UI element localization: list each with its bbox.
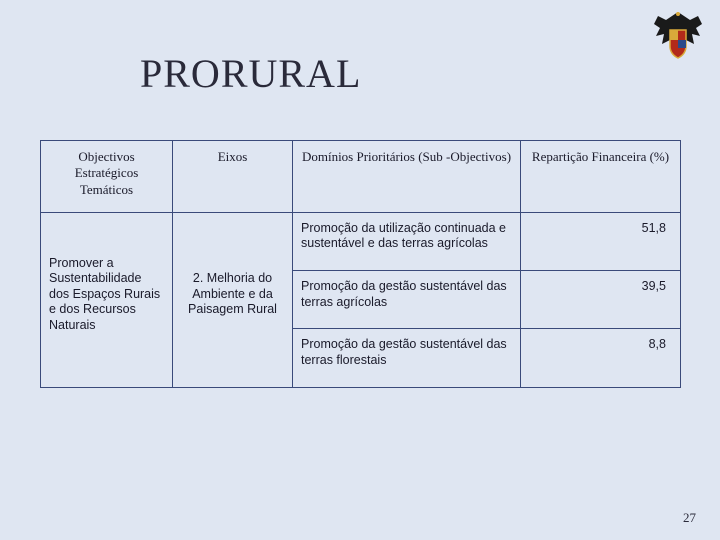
cell-dominio: Promoção da utilização continuada e sust… (293, 212, 521, 270)
cell-objectivo: Promover a Sustentabilidade dos Espaços … (41, 212, 173, 387)
cell-pct: 8,8 (521, 329, 681, 387)
col-header-eixos: Eixos (173, 141, 293, 213)
col-header-reparticao: Repartição Financeira (%) (521, 141, 681, 213)
col-header-dominios: Domínios Prioritários (Sub -Objectivos) (293, 141, 521, 213)
cell-dominio: Promoção da gestão sustentável das terra… (293, 329, 521, 387)
coat-of-arms (646, 6, 710, 70)
cell-pct: 51,8 (521, 212, 681, 270)
table-row: Promover a Sustentabilidade dos Espaços … (41, 212, 681, 270)
main-table: Objectivos Estratégicos Temáticos Eixos … (40, 140, 680, 388)
page-title: PRORURAL (140, 50, 361, 97)
cell-dominio: Promoção da gestão sustentável das terra… (293, 271, 521, 329)
col-header-objectivos: Objectivos Estratégicos Temáticos (41, 141, 173, 213)
cell-pct: 39,5 (521, 271, 681, 329)
page-number: 27 (683, 510, 696, 526)
cell-eixo: 2. Melhoria do Ambiente e da Paisagem Ru… (173, 212, 293, 387)
